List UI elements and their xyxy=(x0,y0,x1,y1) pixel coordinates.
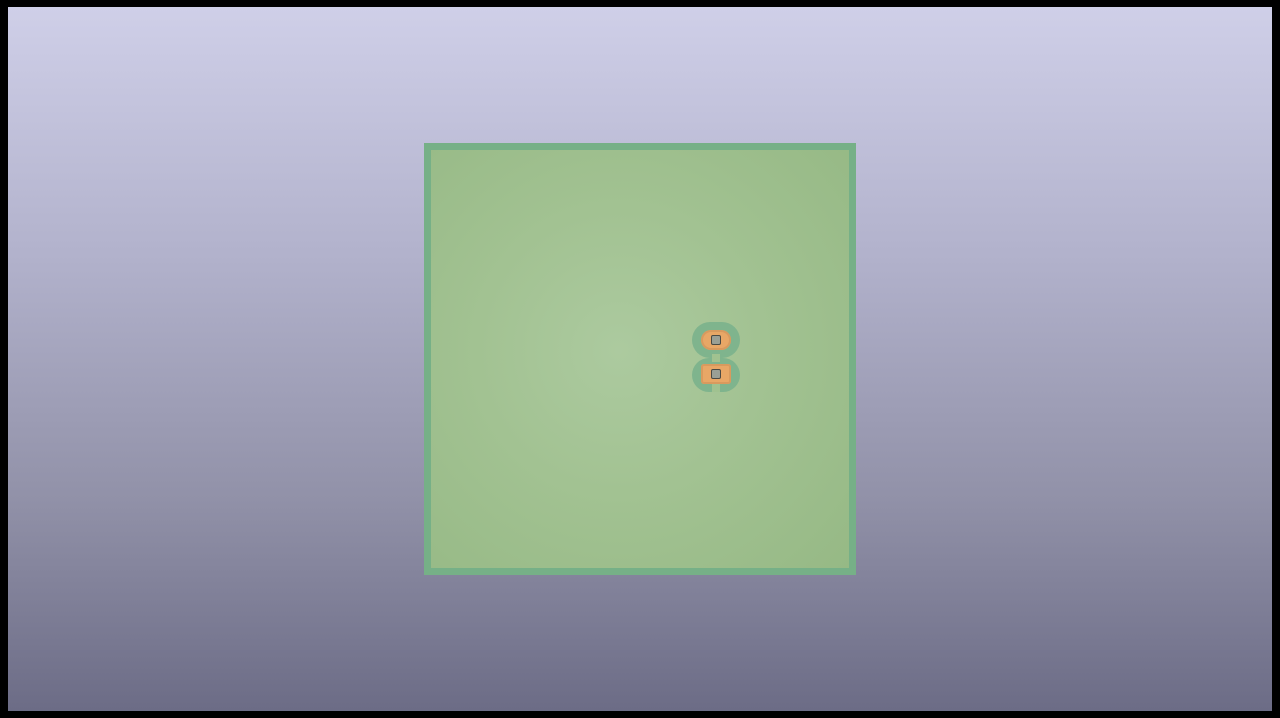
clearance-notch-bottom xyxy=(712,384,720,392)
3d-viewer-canvas[interactable] xyxy=(8,7,1272,711)
clearance-notch xyxy=(712,354,720,362)
drill-hole-2 xyxy=(711,369,721,379)
two-pin-footprint[interactable] xyxy=(692,322,740,394)
pad-1[interactable] xyxy=(701,330,731,350)
drill-hole-1 xyxy=(711,335,721,345)
pad-2[interactable] xyxy=(701,364,731,384)
pcb-board[interactable] xyxy=(424,143,856,575)
